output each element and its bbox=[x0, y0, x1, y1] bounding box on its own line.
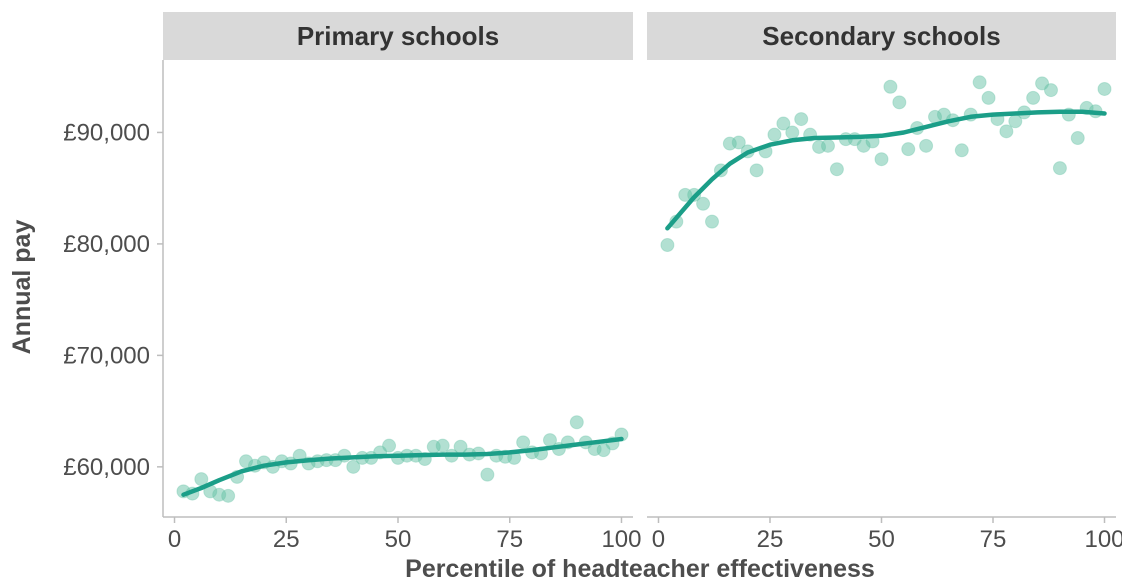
x-tick-label: 0 bbox=[168, 526, 181, 553]
smooth-trend-line bbox=[665, 109, 1107, 231]
x-tick-label: 0 bbox=[652, 526, 665, 553]
data-point bbox=[1097, 81, 1112, 96]
data-point bbox=[705, 214, 720, 229]
data-point bbox=[435, 438, 450, 453]
x-tick-label: 50 bbox=[385, 526, 412, 553]
x-axis-title: Percentile of headteacher effectiveness bbox=[405, 555, 875, 583]
data-point bbox=[346, 459, 361, 474]
y-tick-label: £60,000 bbox=[63, 454, 150, 481]
x-tick-label: 50 bbox=[868, 526, 895, 553]
y-axis-title: Annual pay bbox=[8, 220, 36, 355]
data-point bbox=[696, 196, 711, 211]
facet-strip bbox=[647, 12, 1116, 60]
data-point bbox=[596, 443, 611, 458]
facet-panel: Secondary schools 0 25 50 75 100 bbox=[647, 12, 1122, 553]
data-point bbox=[981, 90, 996, 105]
y-tick-label: £70,000 bbox=[63, 342, 150, 369]
data-point bbox=[1035, 76, 1050, 91]
data-point bbox=[820, 138, 835, 153]
data-point bbox=[874, 152, 889, 167]
data-point bbox=[829, 162, 844, 177]
data-point bbox=[892, 95, 907, 110]
data-point bbox=[1052, 161, 1067, 176]
facet-strip-label: Primary schools bbox=[297, 21, 499, 51]
data-point bbox=[569, 415, 584, 430]
data-point bbox=[794, 112, 809, 127]
data-point bbox=[749, 163, 764, 178]
data-point bbox=[516, 435, 531, 450]
data-point bbox=[1043, 83, 1058, 98]
x-tick-label: 25 bbox=[757, 526, 784, 553]
data-point bbox=[776, 116, 791, 131]
y-axis: £60,000 £70,000 £80,000 £90,000 bbox=[63, 60, 164, 517]
y-tick-label: £90,000 bbox=[63, 119, 150, 146]
data-point bbox=[382, 438, 397, 453]
facet-strip-label: Secondary schools bbox=[762, 21, 1000, 51]
data-point bbox=[883, 79, 898, 94]
data-point bbox=[785, 125, 800, 140]
data-point bbox=[1070, 131, 1085, 146]
data-point bbox=[480, 467, 495, 482]
data-point bbox=[660, 238, 675, 253]
x-tick-label: 75 bbox=[980, 526, 1007, 553]
data-point bbox=[972, 75, 987, 90]
x-tick-label: 100 bbox=[1084, 526, 1122, 553]
data-point bbox=[999, 124, 1014, 139]
facet-strip bbox=[163, 12, 633, 60]
x-tick-label: 25 bbox=[273, 526, 300, 553]
x-tick-label: 100 bbox=[601, 526, 641, 553]
data-point bbox=[919, 138, 934, 153]
data-point bbox=[954, 143, 969, 158]
facet-panel: Primary schools 0 25 50 75 100 bbox=[163, 12, 642, 553]
data-point bbox=[221, 488, 236, 503]
data-point bbox=[901, 142, 916, 157]
data-point bbox=[767, 127, 782, 142]
smooth-trend-line bbox=[181, 436, 624, 497]
x-tick-label: 75 bbox=[496, 526, 523, 553]
data-point bbox=[1026, 90, 1041, 105]
y-tick-label: £80,000 bbox=[63, 231, 150, 258]
data-point bbox=[731, 135, 746, 150]
